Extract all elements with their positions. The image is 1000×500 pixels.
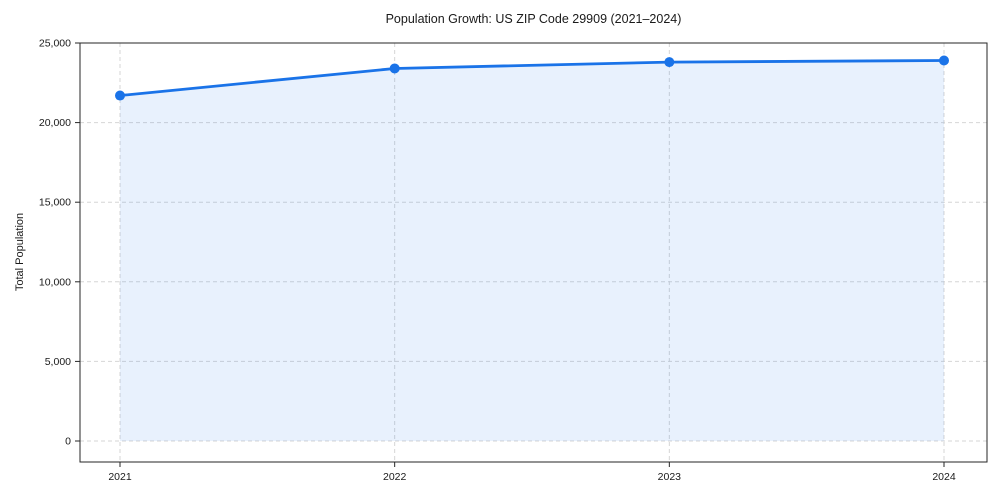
data-point-2024 xyxy=(939,55,949,66)
area-fill xyxy=(120,60,944,442)
y-tick-label: 0 xyxy=(65,436,71,448)
chart-title: Population Growth: US ZIP Code 29909 (20… xyxy=(385,12,682,26)
y-tick-label: 5,000 xyxy=(45,356,71,368)
x-tick-label: 2022 xyxy=(383,471,407,483)
y-tick-label: 20,000 xyxy=(39,117,71,129)
data-point-2023 xyxy=(664,57,675,68)
plot-border xyxy=(79,42,988,463)
data-point-2021 xyxy=(115,90,125,101)
population-line xyxy=(118,59,946,97)
y-axis-label: Total Population xyxy=(14,212,26,292)
data-point-2022 xyxy=(389,63,400,74)
x-tick-label: 2021 xyxy=(108,471,132,483)
y-tick-label: 25,000 xyxy=(39,38,71,50)
y-tick-label: 15,000 xyxy=(39,197,71,209)
x-tick-label: 2024 xyxy=(932,471,956,483)
x-tick-label: 2023 xyxy=(658,471,682,483)
y-tick-label: 10,000 xyxy=(39,276,71,288)
